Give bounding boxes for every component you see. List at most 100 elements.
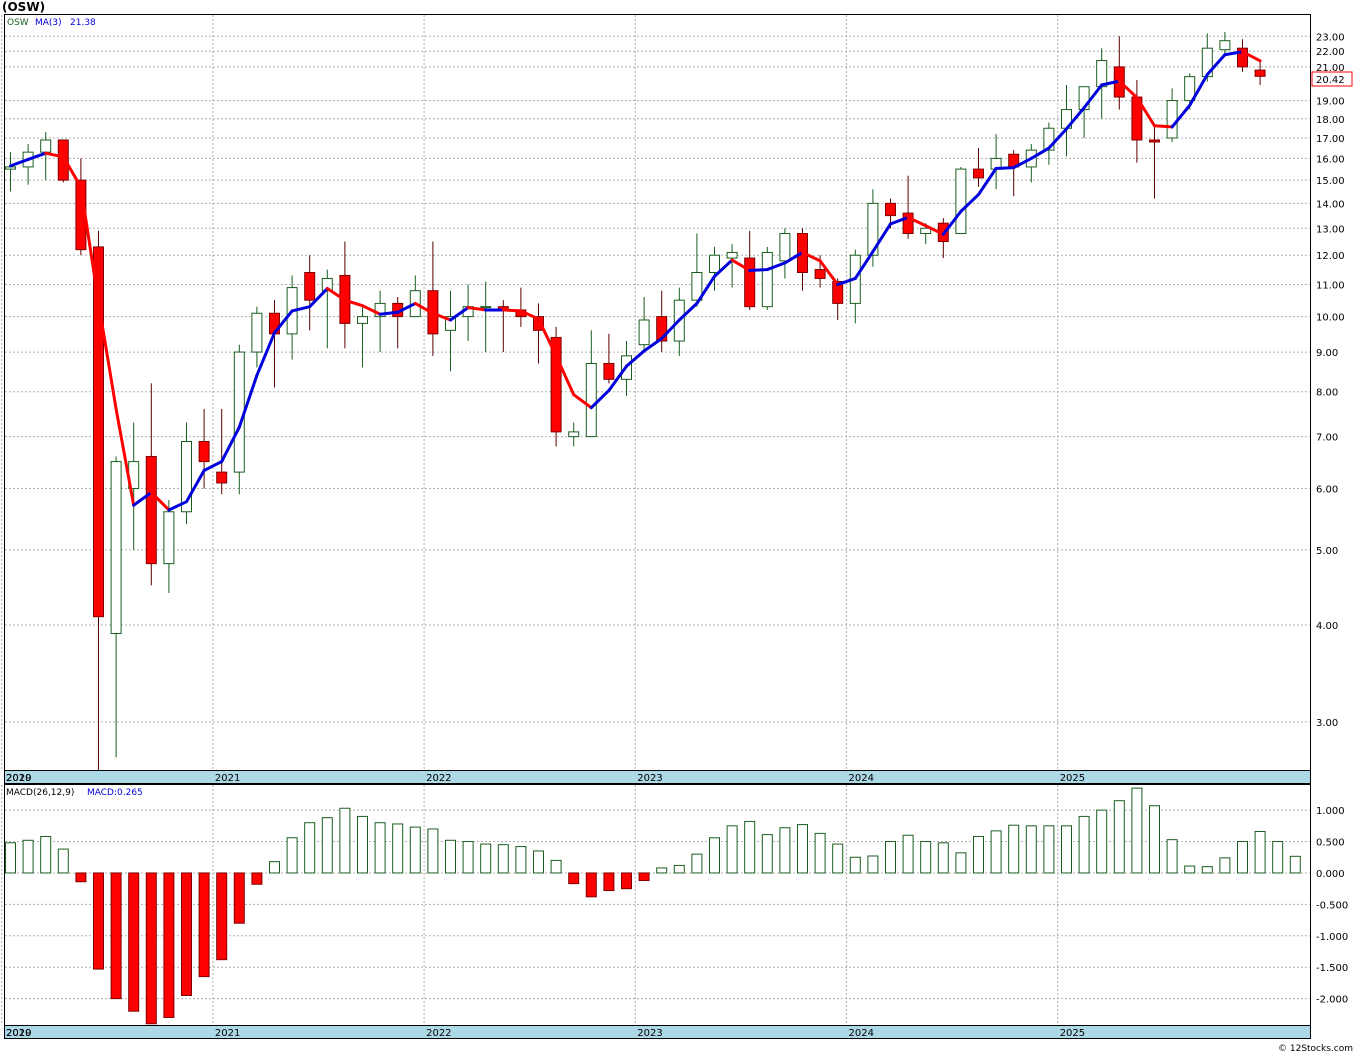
price-y-axis: 3.00 4.00 5.00 6.00 7.00 8.00 9.00 10.00 11.00 12…	[1316, 32, 1345, 729]
ma-segment	[572, 393, 593, 410]
price-tick-label: 16.00	[1316, 154, 1345, 165]
macd-bar	[1166, 839, 1178, 874]
ma-segment	[1135, 96, 1156, 128]
macd-tick-label: 0.000	[1316, 869, 1345, 880]
candle-body	[216, 471, 228, 484]
ma-segment	[765, 261, 787, 272]
macd-bar	[462, 841, 474, 874]
ma-line	[9, 50, 1262, 512]
macd-bar	[1131, 787, 1143, 874]
macd-bar	[902, 834, 914, 874]
ma-segment	[1082, 83, 1104, 110]
macd-bar	[849, 856, 861, 874]
macd-y-axis: 1.000 0.500 0.000 -0.500 -1.000 -1.500 -2.000	[1316, 806, 1348, 1005]
price-tick-label: 23.00	[1316, 32, 1345, 43]
candle-body	[1149, 139, 1160, 143]
ma-segment	[1117, 79, 1139, 100]
price-tick-label: 5.00	[1316, 546, 1338, 557]
candle-body	[374, 302, 386, 318]
candle-body	[885, 202, 896, 217]
candle-body	[321, 277, 333, 292]
last-price-label: 20.42	[1316, 75, 1345, 86]
chart-title: (OSW)	[2, 0, 45, 14]
ma-segment	[290, 305, 312, 313]
candle-body	[709, 254, 720, 274]
macd-bar	[779, 827, 791, 874]
candle-body	[603, 362, 615, 380]
candle-body	[1254, 69, 1266, 77]
ma-segment	[44, 151, 65, 159]
macd-bar	[427, 828, 439, 874]
macd-bar	[885, 841, 896, 874]
ma-segment	[941, 209, 963, 236]
candle-body	[726, 251, 738, 259]
ma-segment	[1065, 106, 1086, 131]
macd-bar	[40, 836, 52, 874]
macd-bar	[286, 837, 298, 874]
ma-segment	[801, 250, 822, 263]
ma-segment	[924, 224, 945, 236]
price-tick-label: 4.00	[1316, 621, 1338, 632]
x-tick-label: 2019	[6, 1028, 31, 1039]
legend-symbol: OSW	[7, 18, 29, 28]
macd-bar	[603, 872, 615, 892]
candle-body	[357, 316, 368, 324]
macd-bar	[814, 832, 826, 874]
macd-bar	[357, 815, 368, 874]
macd-bar	[1201, 866, 1213, 874]
macd-bar	[744, 820, 756, 874]
x-tick-label: 2022	[426, 773, 451, 784]
candle-body	[198, 440, 210, 463]
macd-bar	[709, 837, 720, 874]
ma-segment	[149, 490, 171, 512]
macd-bar	[920, 841, 932, 874]
macd-value-label: MACD:0.265	[87, 788, 143, 798]
x-tick-label: 2020	[6, 1028, 31, 1039]
ma-segment	[642, 337, 664, 353]
macd-x-axis-band	[4, 1025, 1311, 1039]
macd-bar	[269, 861, 280, 874]
macd-bar	[480, 843, 492, 874]
ma-segment	[818, 259, 840, 287]
macd-bar	[1254, 830, 1266, 874]
candle-body	[110, 461, 122, 635]
macd-bar	[1113, 800, 1125, 874]
candle-body	[1219, 40, 1231, 51]
ma-segment	[9, 157, 30, 168]
ma-segment	[748, 268, 769, 272]
macd-bar	[1289, 855, 1301, 874]
macd-bar	[198, 872, 210, 978]
ma-segment	[906, 215, 928, 228]
ma-segment	[871, 222, 892, 254]
macd-bar	[1061, 825, 1072, 874]
ma-segment	[1100, 79, 1121, 87]
candle-body	[568, 431, 580, 438]
ma-segment	[783, 250, 804, 265]
macd-tick-label: 0.500	[1316, 838, 1345, 849]
candle-body	[1237, 47, 1248, 68]
price-tick-label: 6.00	[1316, 485, 1338, 496]
candle-body	[181, 440, 192, 513]
candle-body	[832, 280, 844, 304]
ma-segment	[977, 166, 998, 197]
candle-body	[145, 455, 157, 565]
macd-bar	[1219, 857, 1231, 874]
candle-body	[163, 511, 175, 565]
macd-tick-label: 1.000	[1316, 806, 1345, 817]
macd-bar	[1043, 825, 1055, 874]
price-tick-label: 21.00	[1316, 63, 1345, 74]
ma-segment	[413, 301, 435, 315]
ma-segment	[660, 318, 681, 341]
candle-body	[57, 139, 69, 181]
macd-bar	[497, 844, 509, 874]
ma-segment	[114, 407, 136, 507]
ma-segment	[79, 185, 100, 304]
macd-bar	[216, 872, 228, 961]
macd-bar	[1025, 825, 1037, 874]
candle-body	[902, 212, 914, 235]
ma-segment	[449, 306, 470, 322]
x-tick-label: 2025	[1060, 1028, 1085, 1039]
candle-body	[304, 272, 316, 301]
